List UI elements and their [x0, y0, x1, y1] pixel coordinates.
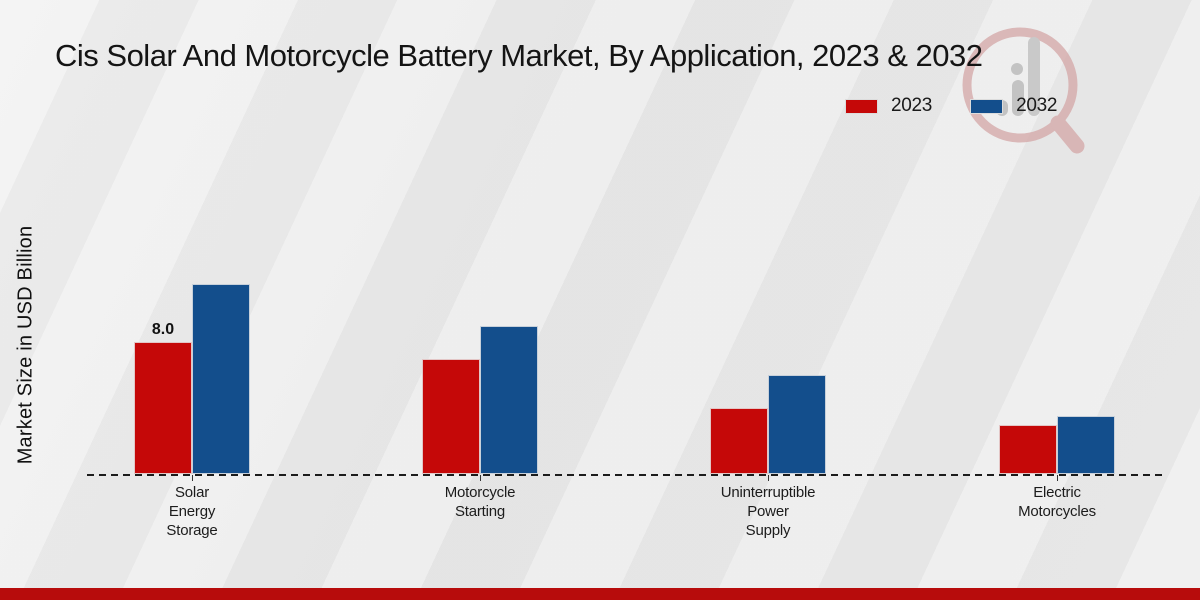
bar-2023-solar-energy-storage [134, 342, 192, 474]
x-axis-label-electric-motorcycles: Electric Motorcycles [1018, 484, 1096, 520]
bar-value-label-2023-solar-energy-storage: 8.0 [151, 321, 175, 338]
bar-2032-motorcycle-starting [480, 325, 538, 474]
legend-item-2023: 2023 [845, 95, 932, 117]
x-axis-tick-uninterruptible-power-supply [768, 475, 769, 481]
legend-swatch-2032-icon [970, 98, 1004, 114]
bar-2023-electric-motorcycles [999, 424, 1057, 474]
x-axis-tick-motorcycle-starting [480, 475, 481, 481]
chart-title: Cis Solar And Motorcycle Battery Market,… [55, 38, 983, 73]
legend-swatch-2023-icon [845, 98, 878, 114]
legend: 2023 2032 [845, 95, 1057, 117]
bar-2032-uninterruptible-power-supply [768, 375, 826, 474]
bar-2023-motorcycle-starting [422, 358, 480, 474]
x-axis-label-uninterruptible-power-supply: Uninterruptible Power Supply [720, 484, 816, 539]
bar-2023-uninterruptible-power-supply [710, 408, 768, 474]
x-axis-label-motorcycle-starting: Motorcycle Starting [444, 484, 516, 520]
x-axis-baseline [87, 474, 1163, 476]
x-axis-label-solar-energy-storage: Solar Energy Storage [166, 484, 218, 539]
footer-accent-bar [0, 588, 1200, 600]
x-axis-tick-solar-energy-storage [192, 475, 193, 481]
bar-2032-electric-motorcycles [1057, 416, 1115, 474]
legend-item-2032: 2032 [970, 95, 1057, 117]
legend-label-2032: 2032 [1016, 95, 1058, 116]
x-axis-tick-electric-motorcycles [1057, 475, 1058, 481]
legend-label-2023: 2023 [891, 95, 933, 116]
bar-2032-solar-energy-storage [192, 284, 250, 474]
